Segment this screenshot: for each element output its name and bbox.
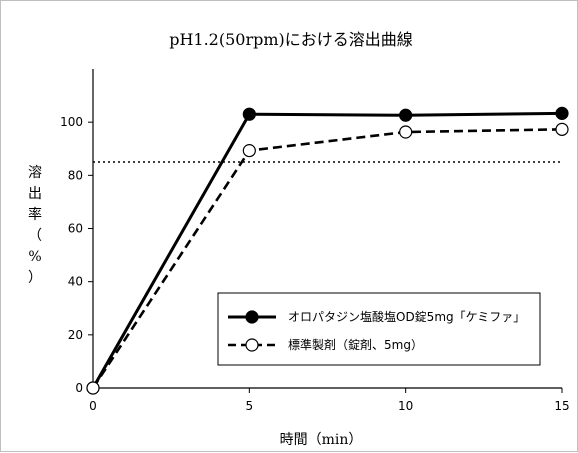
series-1-point xyxy=(242,107,256,121)
y-tick-label: 60 xyxy=(68,222,83,236)
y-axis-label-text: 溶出率（%） xyxy=(28,165,42,286)
ticks: 0 20 40 60 80 100 0 5 10 15 xyxy=(60,115,570,413)
legend: オロパタジン塩酸塩OD錠5mg「ケミファ」標準製剤（錠剤、5mg） xyxy=(217,292,541,366)
series-group xyxy=(86,106,569,395)
series-2-point xyxy=(399,125,413,139)
series-2-point xyxy=(86,381,100,395)
series-1-point xyxy=(555,106,569,120)
legend-box xyxy=(217,292,541,366)
y-tick-label: 20 xyxy=(68,328,83,342)
series-2-point xyxy=(242,144,256,158)
legend-label-1: オロパタジン塩酸塩OD錠5mg「ケミファ」 xyxy=(288,309,525,324)
series-1-point xyxy=(399,108,413,122)
x-tick-label: 10 xyxy=(398,399,413,413)
legend-label-2: 標準製剤（錠剤、5mg） xyxy=(288,337,423,352)
legend-marker-1 xyxy=(245,310,259,324)
series-2-point xyxy=(555,122,569,136)
series-line-1 xyxy=(91,111,563,389)
y-tick-label: 100 xyxy=(60,115,83,129)
chart-title: pH1.2(50rpm)における溶出曲線 xyxy=(169,30,413,49)
x-tick-label: 0 xyxy=(89,399,97,413)
legend-marker-2 xyxy=(245,338,259,352)
y-tick-label: 40 xyxy=(68,275,83,289)
x-tick-label: 15 xyxy=(554,399,569,413)
x-tick-label: 5 xyxy=(246,399,254,413)
series-line-2 xyxy=(91,128,563,389)
x-axis-label: 時間（min） xyxy=(280,432,363,448)
y-axis-label: 溶出率（%） xyxy=(28,165,42,286)
y-tick-label: 0 xyxy=(75,381,83,395)
y-tick-label: 80 xyxy=(68,168,83,182)
